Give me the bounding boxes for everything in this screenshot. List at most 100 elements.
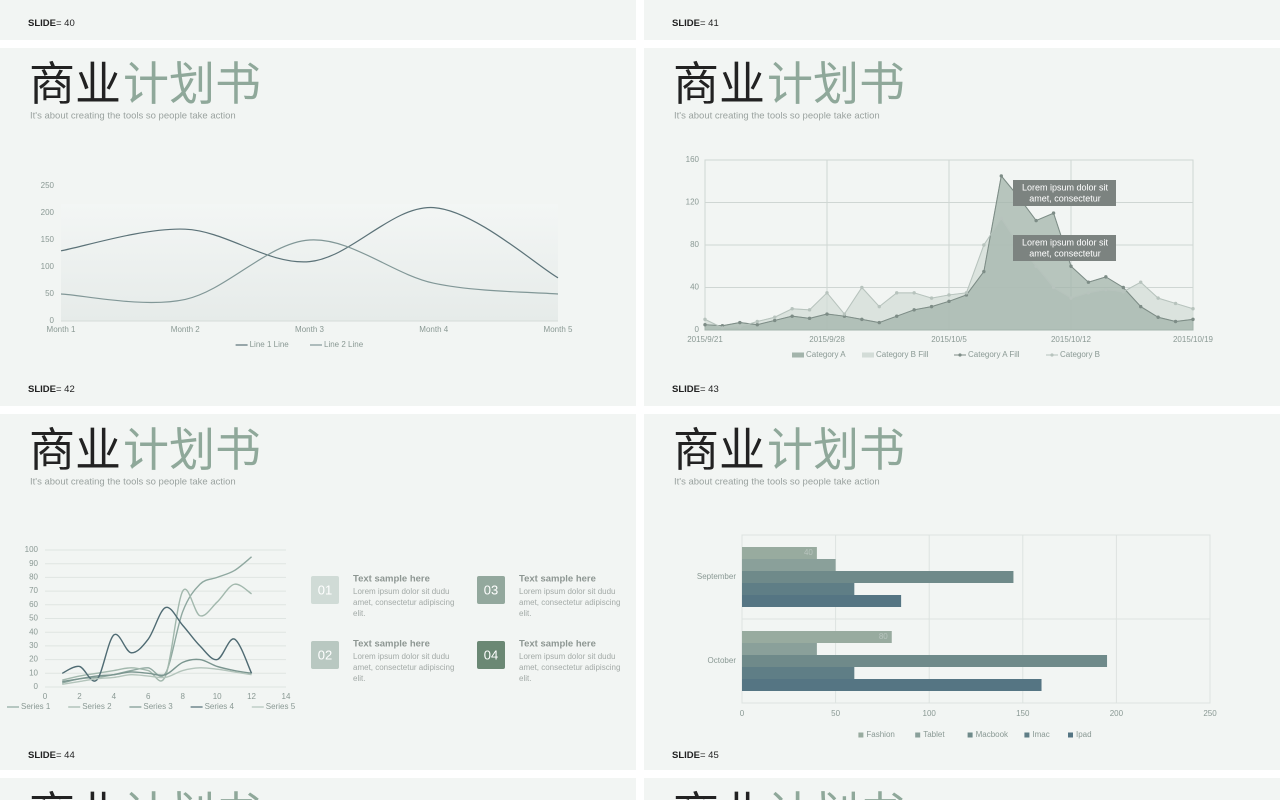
slide-label-word: SLIDE	[28, 750, 56, 761]
card-number: 03	[484, 582, 498, 597]
data-point	[1173, 319, 1178, 324]
x-tick-label: 12	[247, 692, 256, 701]
bar	[742, 547, 817, 559]
category-label: October	[708, 656, 737, 665]
slide-label: SLIDE= 42	[28, 384, 75, 395]
slide-number: = 45	[700, 750, 719, 761]
y-tick-label: 80	[690, 240, 699, 249]
category-label: September	[697, 572, 736, 581]
legend-label: Ipad	[1076, 730, 1092, 739]
slide-title-accent: 计划书	[123, 58, 261, 110]
x-tick-label: 2015/9/28	[809, 335, 845, 344]
y-tick-label: 250	[41, 181, 55, 190]
data-point	[842, 312, 847, 316]
legend-label: Series 1	[21, 702, 51, 711]
slide-panel[interactable]	[644, 778, 1280, 800]
data-point	[1034, 264, 1038, 268]
data-point	[1104, 275, 1108, 279]
y-tick-label: 50	[45, 289, 54, 298]
slide-label: SLIDE= 44	[28, 750, 75, 761]
slide-subtitle: It's about creating the tools so people …	[674, 111, 880, 122]
data-point	[1139, 280, 1143, 284]
data-point	[1191, 317, 1195, 322]
card-number-box	[311, 576, 339, 604]
y-tick-label: 30	[29, 641, 38, 650]
legend-swatch	[967, 732, 973, 738]
x-tick-label: 100	[923, 709, 937, 718]
slide-title: 商业	[673, 424, 765, 476]
x-tick-label: Month 2	[171, 325, 200, 334]
y-tick-label: 10	[29, 668, 38, 677]
legend-swatch	[862, 352, 874, 358]
x-tick-label: 0	[740, 709, 745, 718]
card-body: elit.	[353, 674, 365, 683]
slide-number: = 41	[700, 18, 719, 29]
bar	[742, 571, 1014, 583]
y-tick-label: 50	[29, 614, 38, 623]
data-point	[929, 296, 934, 300]
data-point	[755, 319, 759, 324]
x-tick-label: 200	[1110, 709, 1124, 718]
slide-number: = 42	[56, 384, 75, 395]
legend-swatch	[1050, 353, 1054, 357]
card-body: Lorem ipsum dolor sit dudu	[353, 587, 450, 596]
x-tick-label: Month 5	[544, 325, 573, 334]
slide-panel[interactable]	[644, 48, 1280, 406]
card-number: 02	[318, 647, 332, 662]
data-point	[825, 291, 829, 295]
slide-title: 商业	[29, 424, 121, 476]
x-tick-label: Month 4	[419, 325, 448, 334]
slide-label-word: SLIDE	[28, 384, 56, 395]
data-point	[738, 320, 742, 325]
card-title: Text sample here	[353, 639, 430, 650]
slide-label: SLIDE= 45	[672, 750, 719, 761]
y-tick-label: 120	[686, 198, 700, 207]
data-point	[755, 322, 759, 327]
card-body: amet, consectetur adipiscing	[519, 598, 620, 607]
card-body: elit.	[519, 674, 531, 683]
bar-value-label: 80	[879, 632, 888, 641]
data-point	[1121, 285, 1125, 290]
line-series	[60, 206, 559, 279]
annotation-box	[1013, 235, 1116, 261]
line-series	[61, 606, 253, 682]
card-body: elit.	[519, 609, 531, 618]
card-number-box	[477, 641, 505, 669]
slide-panel[interactable]	[644, 0, 1280, 40]
slide-subtitle: It's about creating the tools so people …	[674, 477, 880, 488]
slide-panel[interactable]	[0, 778, 636, 800]
slide-label: SLIDE= 40	[28, 18, 75, 29]
data-point	[982, 243, 986, 247]
annotation-text: amet, consectetur	[1029, 193, 1101, 203]
legend-label: Macbook	[976, 730, 1009, 739]
bar	[742, 595, 902, 607]
y-tick-label: 60	[29, 600, 38, 609]
slide-title: 商业	[673, 788, 765, 800]
legend-label: Imac	[1032, 730, 1049, 739]
y-tick-label: 40	[29, 627, 38, 636]
slide-panel[interactable]	[0, 0, 636, 40]
data-point	[912, 308, 916, 312]
data-point	[1173, 301, 1178, 306]
y-tick-label: 0	[50, 316, 55, 325]
annotation-box	[1013, 180, 1116, 206]
x-tick-label: Month 1	[47, 325, 76, 334]
legend-label: Series 5	[266, 702, 296, 711]
y-tick-label: 80	[29, 573, 38, 582]
legend-label: Fashion	[866, 730, 894, 739]
legend-label: Series 3	[143, 702, 173, 711]
card-body: amet, consectetur adipiscing	[519, 663, 620, 672]
slide-number: = 44	[56, 750, 75, 761]
data-point	[929, 304, 934, 309]
legend-label: Series 2	[82, 702, 112, 711]
data-point	[912, 291, 916, 295]
x-tick-label: 2015/10/19	[1173, 335, 1214, 344]
data-point	[860, 285, 864, 290]
data-point	[825, 312, 829, 316]
slide-title-accent: 计划书	[767, 788, 905, 800]
y-tick-label: 40	[690, 283, 699, 292]
data-point	[1051, 285, 1056, 290]
y-tick-label: 200	[41, 208, 55, 217]
data-point	[1104, 287, 1108, 292]
